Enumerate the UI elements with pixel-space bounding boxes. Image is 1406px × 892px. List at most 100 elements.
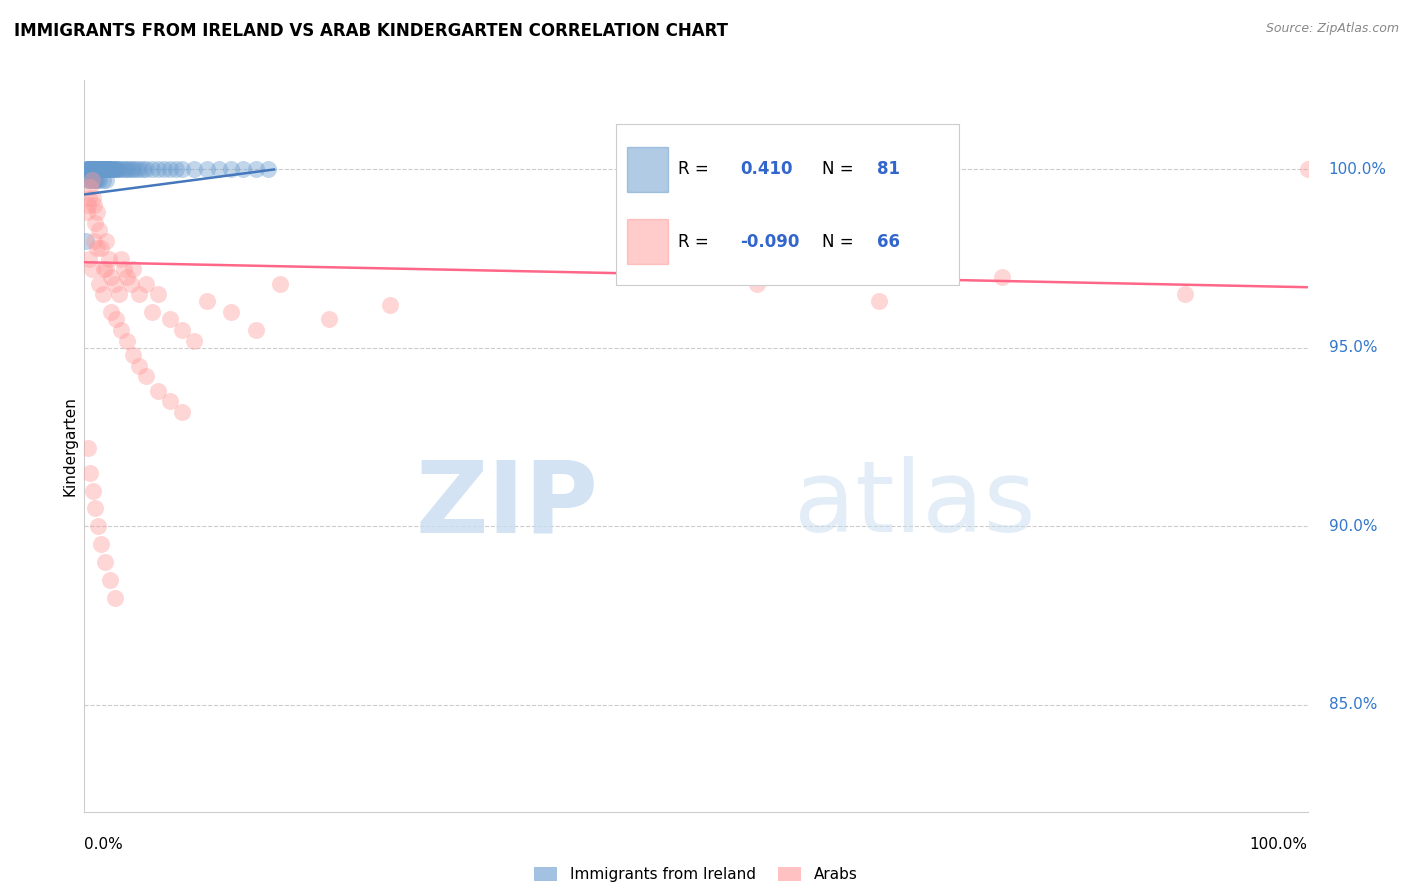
Text: ZIP: ZIP: [415, 456, 598, 553]
Point: [195, 162, 218, 177]
Point: [141, 305, 163, 319]
Point: [165, 162, 187, 177]
Point: [208, 162, 231, 177]
Point: [76, 162, 98, 177]
Point: [84, 162, 107, 177]
Point: [120, 277, 142, 291]
Point: [86, 173, 108, 187]
Point: [195, 294, 218, 309]
Point: [96, 173, 118, 187]
Point: [84, 173, 107, 187]
Point: [115, 334, 138, 348]
Point: [83, 162, 105, 177]
Point: [87, 519, 110, 533]
Text: R =: R =: [678, 233, 709, 251]
Point: [110, 162, 132, 177]
Point: [97, 162, 120, 177]
Point: [96, 162, 118, 177]
Point: [269, 277, 291, 291]
Point: [96, 262, 118, 277]
Point: [87, 277, 110, 291]
Point: [84, 216, 107, 230]
Point: [146, 162, 169, 177]
Point: [98, 573, 121, 587]
Point: [76, 205, 98, 219]
Point: [83, 234, 105, 248]
Point: [87, 162, 110, 177]
Point: [93, 162, 115, 177]
Point: [103, 162, 125, 177]
Text: IMMIGRANTS FROM IRELAND VS ARAB KINDERGARTEN CORRELATION CHART: IMMIGRANTS FROM IRELAND VS ARAB KINDERGA…: [14, 22, 728, 40]
Point: [82, 173, 104, 187]
Point: [107, 162, 129, 177]
Point: [77, 162, 100, 177]
Legend: Immigrants from Ireland, Arabs: Immigrants from Ireland, Arabs: [529, 861, 863, 888]
Point: [91, 173, 114, 187]
Point: [153, 162, 176, 177]
Point: [146, 287, 169, 301]
Point: [90, 241, 112, 255]
Text: 95.0%: 95.0%: [1329, 341, 1376, 355]
Point: [97, 252, 120, 266]
Point: [87, 162, 110, 177]
Point: [990, 269, 1012, 284]
Point: [146, 384, 169, 398]
Bar: [627, 146, 668, 192]
Point: [120, 162, 142, 177]
Point: [89, 162, 111, 177]
Point: [105, 312, 128, 326]
Text: N =: N =: [823, 233, 853, 251]
Point: [84, 501, 107, 516]
Point: [93, 162, 115, 177]
Point: [112, 262, 135, 277]
Point: [128, 287, 150, 301]
Point: [94, 162, 117, 177]
Text: 0.410: 0.410: [740, 161, 792, 178]
Point: [80, 262, 103, 277]
Point: [79, 162, 101, 177]
Point: [80, 173, 103, 187]
Bar: [627, 219, 668, 264]
Point: [90, 162, 112, 177]
Point: [100, 305, 122, 319]
Point: [80, 162, 103, 177]
Point: [232, 162, 254, 177]
Point: [90, 537, 112, 551]
Point: [77, 173, 100, 187]
Point: [79, 173, 101, 187]
Text: 100.0%: 100.0%: [1250, 837, 1308, 852]
Point: [82, 162, 104, 177]
Point: [624, 262, 647, 277]
Point: [77, 173, 100, 187]
Point: [122, 262, 145, 277]
Point: [104, 162, 127, 177]
Point: [172, 405, 194, 419]
Point: [80, 173, 103, 187]
Point: [96, 162, 118, 177]
Text: atlas: atlas: [794, 456, 1035, 553]
Point: [219, 305, 242, 319]
Point: [132, 162, 155, 177]
Point: [122, 162, 145, 177]
Point: [135, 162, 157, 177]
Point: [219, 162, 242, 177]
Point: [117, 162, 139, 177]
Point: [84, 162, 107, 177]
Point: [747, 277, 769, 291]
Text: 81: 81: [877, 161, 900, 178]
Text: 90.0%: 90.0%: [1329, 519, 1376, 533]
Point: [86, 205, 108, 219]
Point: [77, 162, 100, 177]
Point: [77, 191, 100, 205]
Point: [100, 269, 122, 284]
Point: [107, 287, 129, 301]
Point: [159, 312, 181, 326]
Point: [128, 359, 150, 373]
Point: [245, 162, 267, 177]
Point: [91, 162, 114, 177]
Point: [93, 262, 115, 277]
Point: [90, 162, 112, 177]
Point: [87, 173, 110, 187]
Point: [89, 162, 111, 177]
Point: [380, 298, 402, 312]
